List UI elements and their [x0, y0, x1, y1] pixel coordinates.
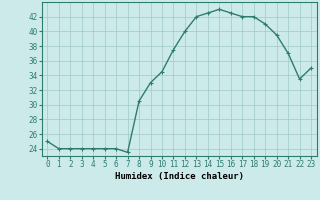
X-axis label: Humidex (Indice chaleur): Humidex (Indice chaleur)	[115, 172, 244, 181]
